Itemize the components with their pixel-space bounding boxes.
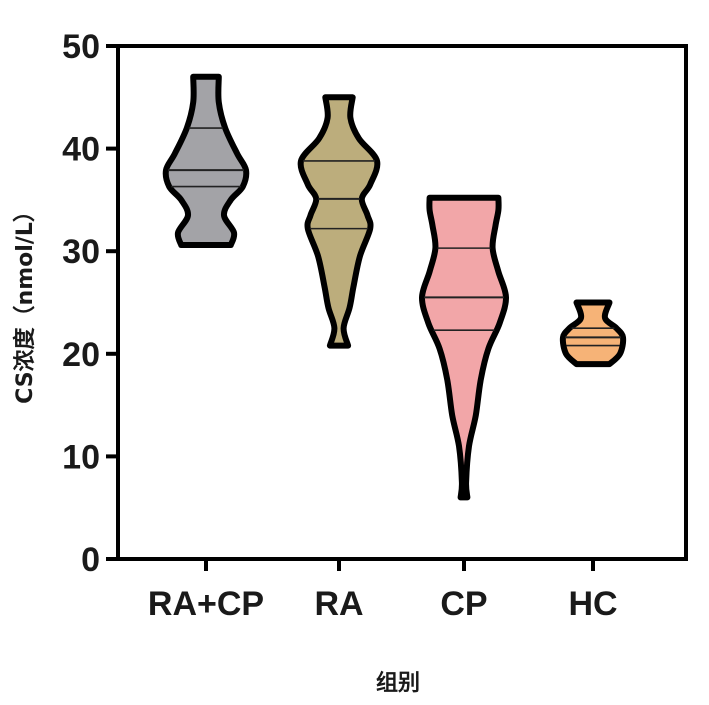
violin-ra-cp <box>162 73 250 248</box>
y-tick-label: 10 <box>62 438 100 476</box>
x-tick-label: RA <box>314 585 363 623</box>
y-tick-label: 0 <box>81 541 100 579</box>
violin-ra <box>297 94 381 349</box>
violin-plots <box>162 73 627 501</box>
x-axis-title: 组别 <box>376 670 420 696</box>
x-tick-labels: RA+CP RA CP HC <box>148 585 618 623</box>
violin-cp <box>419 194 509 501</box>
x-tick-label: CP <box>440 585 487 623</box>
y-tick-labels: 0 10 20 30 40 50 <box>62 28 100 579</box>
violin-hc <box>559 299 627 368</box>
y-tick-label: 20 <box>62 336 100 374</box>
plot-frame <box>116 44 688 561</box>
y-tick-label: 40 <box>62 131 100 169</box>
y-axis-title: CS浓度（nmol/L） <box>12 200 38 404</box>
x-tick-label: RA+CP <box>148 585 264 623</box>
y-tick-label: 50 <box>62 28 100 66</box>
y-tick-label: 30 <box>62 233 100 271</box>
x-tick-label: HC <box>568 585 617 623</box>
axes <box>106 44 688 571</box>
